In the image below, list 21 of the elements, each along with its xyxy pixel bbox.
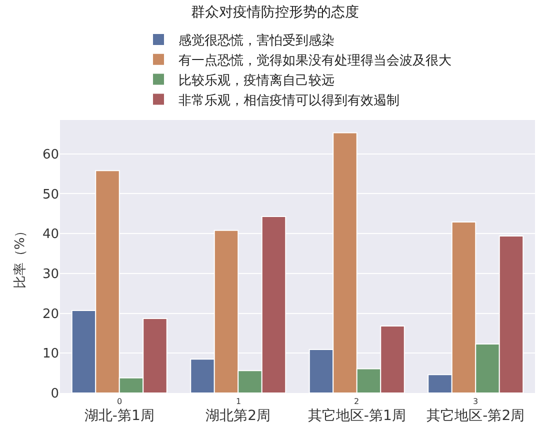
x-tick-label: 其它地区-第1周	[308, 408, 406, 424]
legend-label: 有一点恐慌，觉得如果没有处理得当会波及很大	[178, 53, 452, 68]
y-tick-label: 50	[42, 187, 59, 202]
y-axis-title: 比率（%）	[12, 224, 28, 289]
y-tick-label: 30	[42, 266, 59, 282]
y-tick-label: 60	[42, 147, 59, 162]
legend-label: 比较乐观，疫情离自己较远	[178, 72, 334, 88]
y-tick-label: 20	[42, 306, 59, 322]
text: 1	[236, 397, 242, 406]
legend-label: 感觉很恐慌，害怕受到感染	[178, 32, 334, 49]
legend-label: 非常乐观，相信疫情可以得到有效遏制	[178, 93, 400, 108]
x-tick-label: 其它地区-第2周	[426, 408, 525, 424]
x-tick-label: 湖北第2周	[206, 408, 271, 424]
y-tick-label: 40	[42, 227, 59, 242]
x-tick-label: 湖北-第1周	[84, 408, 154, 424]
y-tick-label: 0	[50, 386, 59, 402]
text: 3	[473, 397, 478, 406]
text: 0	[117, 397, 122, 406]
chart-title: 群众对疫情防控形势的态度	[191, 4, 359, 21]
y-tick-label: 10	[42, 346, 59, 362]
text: 2	[354, 397, 360, 406]
